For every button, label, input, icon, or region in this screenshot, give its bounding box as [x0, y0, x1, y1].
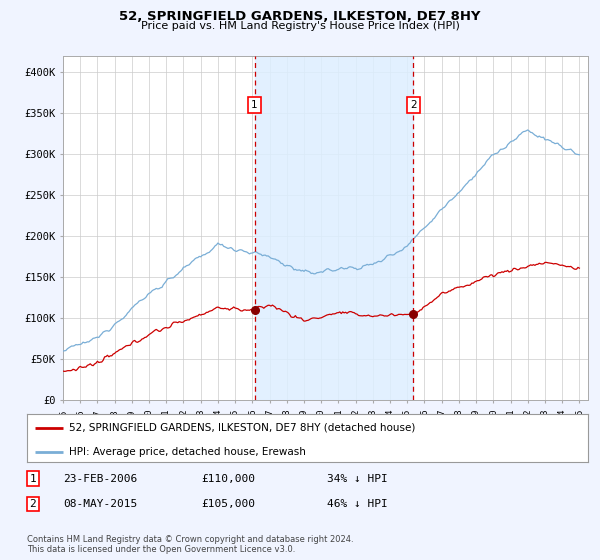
Text: 08-MAY-2015: 08-MAY-2015 — [63, 499, 137, 509]
Text: Contains HM Land Registry data © Crown copyright and database right 2024.
This d: Contains HM Land Registry data © Crown c… — [27, 535, 353, 554]
Text: 2: 2 — [29, 499, 37, 509]
Text: Price paid vs. HM Land Registry's House Price Index (HPI): Price paid vs. HM Land Registry's House … — [140, 21, 460, 31]
Text: 52, SPRINGFIELD GARDENS, ILKESTON, DE7 8HY (detached house): 52, SPRINGFIELD GARDENS, ILKESTON, DE7 8… — [69, 423, 415, 433]
Bar — [254, 56, 413, 400]
Text: HPI: Average price, detached house, Erewash: HPI: Average price, detached house, Erew… — [69, 446, 306, 456]
Text: 23-FEB-2006: 23-FEB-2006 — [63, 474, 137, 484]
Text: 2: 2 — [410, 100, 417, 110]
Text: £110,000: £110,000 — [201, 474, 255, 484]
Text: 46% ↓ HPI: 46% ↓ HPI — [327, 499, 388, 509]
Text: 34% ↓ HPI: 34% ↓ HPI — [327, 474, 388, 484]
Text: 52, SPRINGFIELD GARDENS, ILKESTON, DE7 8HY: 52, SPRINGFIELD GARDENS, ILKESTON, DE7 8… — [119, 10, 481, 23]
Text: 1: 1 — [29, 474, 37, 484]
Text: 1: 1 — [251, 100, 258, 110]
Text: £105,000: £105,000 — [201, 499, 255, 509]
